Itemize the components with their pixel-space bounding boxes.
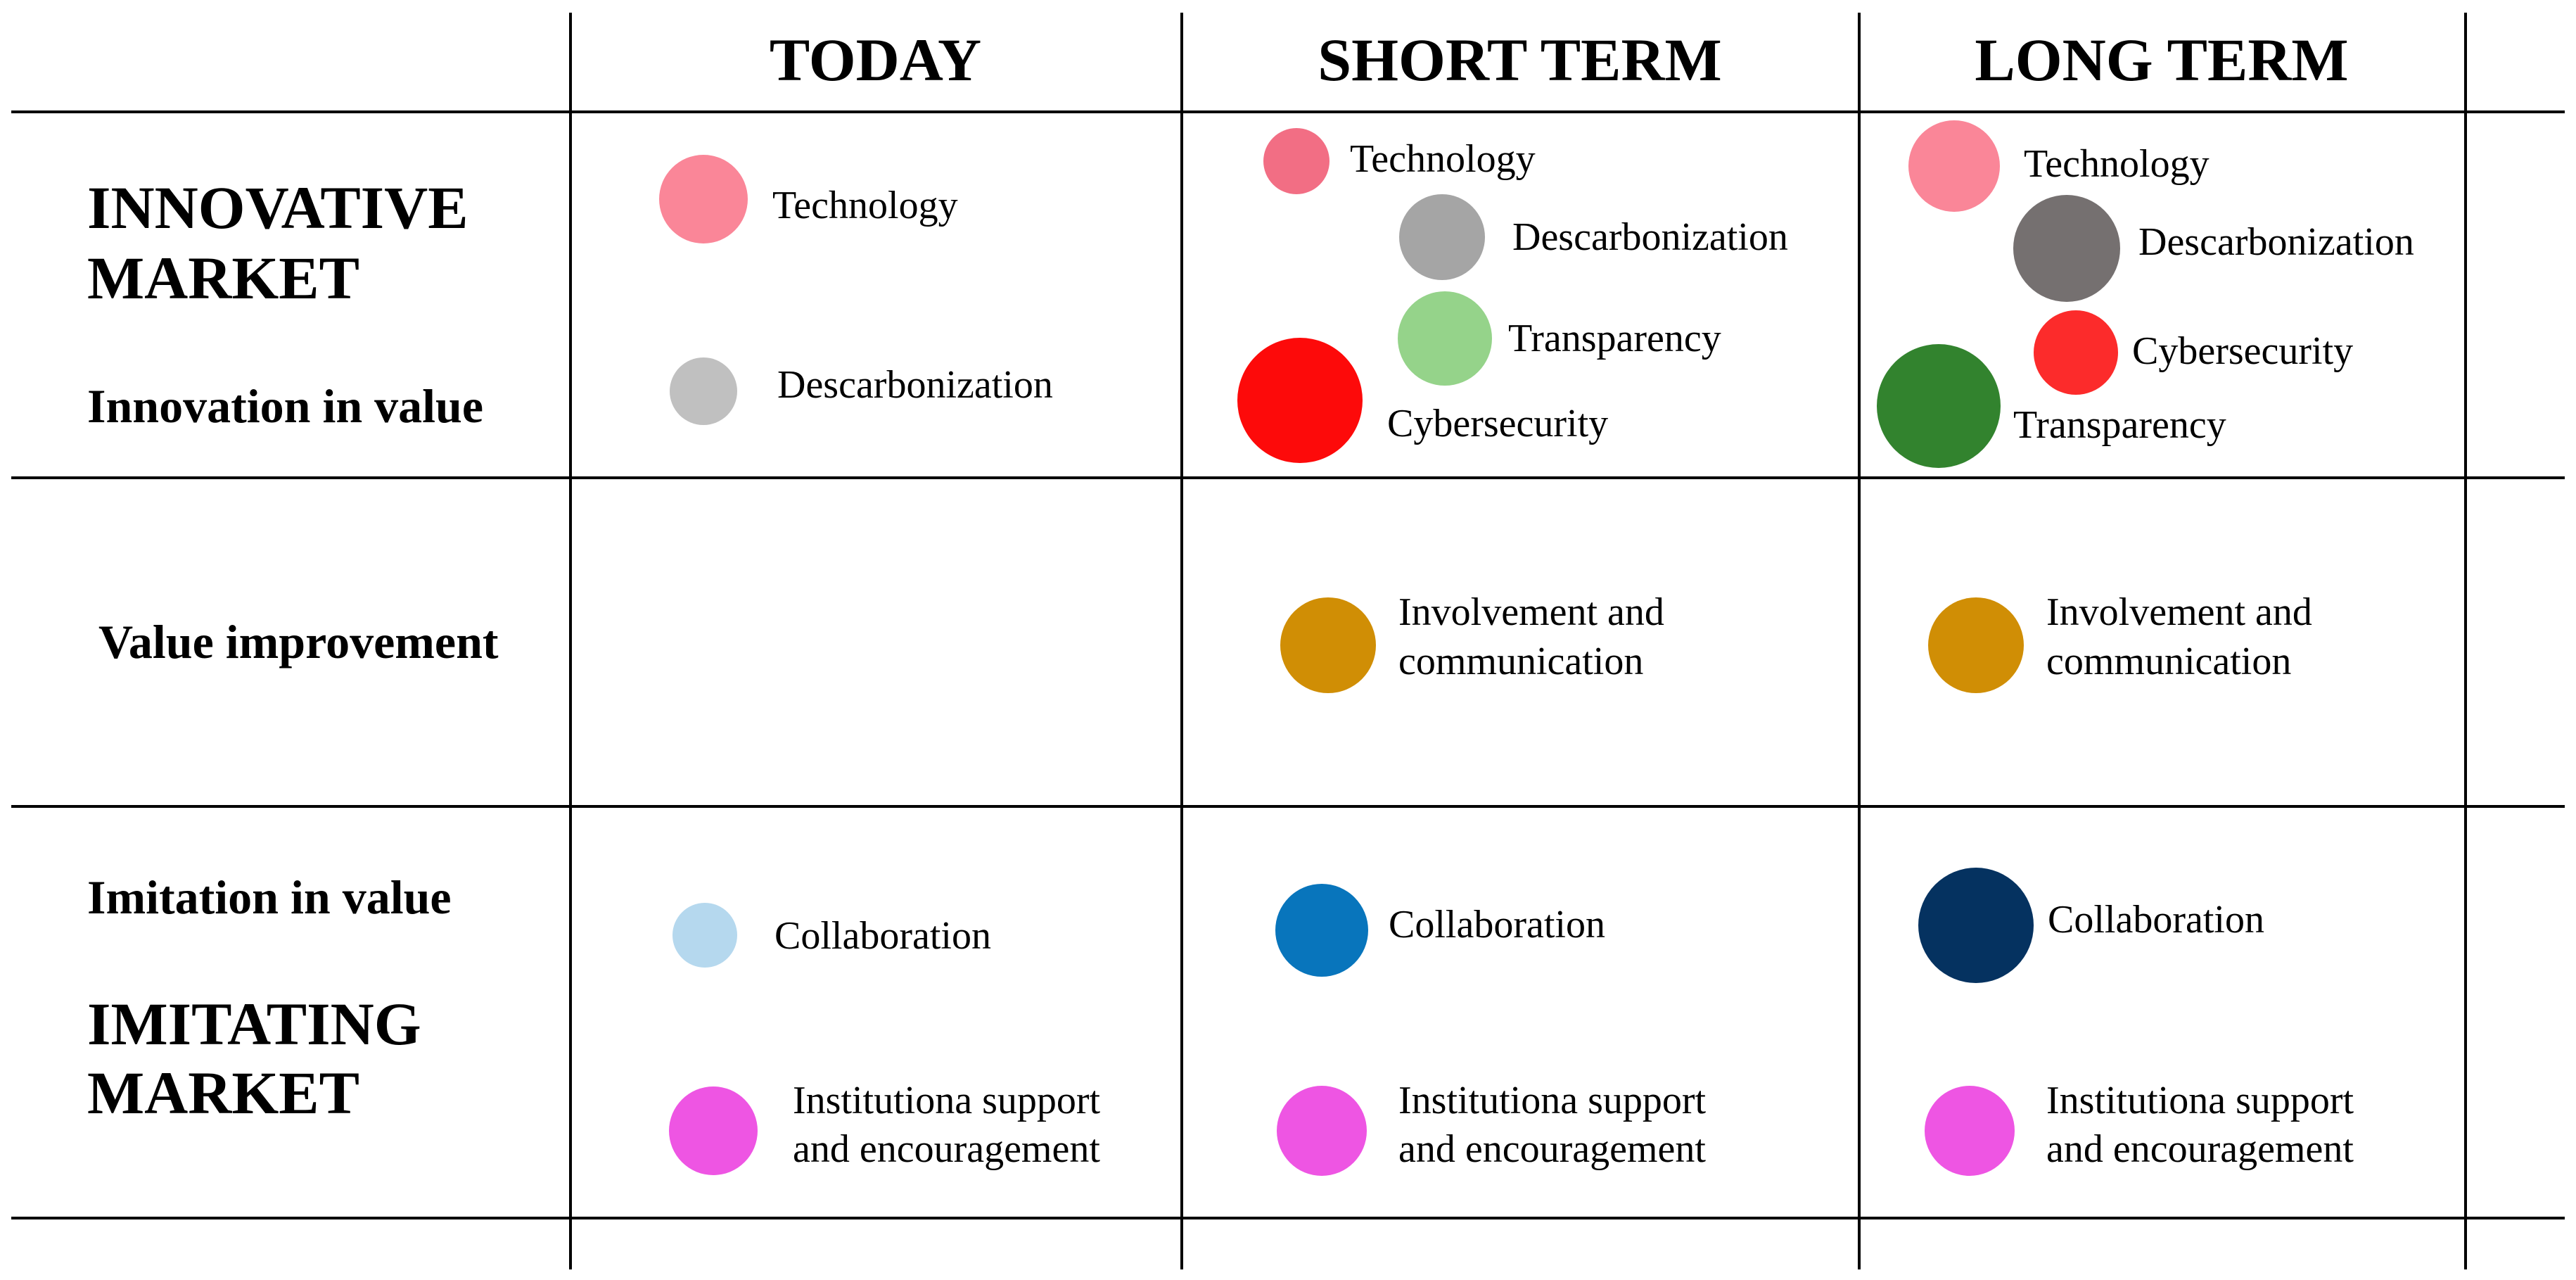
dot-long-transparency — [1877, 344, 2001, 468]
dot-short-transparency — [1398, 291, 1492, 386]
label-short-involvement-line2: communication — [1398, 640, 1644, 683]
label-long-involvement-line1: Involvement and — [2046, 590, 2312, 634]
label-short-descarbonization: Descarbonization — [1512, 215, 1788, 259]
dot-today-collaboration — [672, 903, 737, 968]
dot-short-institutional-support — [1277, 1086, 1367, 1176]
label-long-involvement-line2: communication — [2046, 640, 2292, 683]
label-long-transparency: Transparency — [2013, 403, 2226, 447]
column-divider-4 — [2464, 13, 2467, 1269]
label-short-involvement-line1: Involvement and — [1398, 590, 1664, 634]
dot-short-involvement — [1280, 597, 1376, 693]
dot-today-institutional-support — [669, 1086, 758, 1175]
label-short-collaboration: Collaboration — [1389, 903, 1605, 946]
bottom-divider — [11, 1217, 2565, 1219]
label-short-cybersecurity: Cybersecurity — [1387, 402, 1609, 445]
label-long-cybersecurity: Cybersecurity — [2132, 329, 2354, 373]
label-today-collaboration: Collaboration — [774, 914, 991, 958]
label-imitating-market-line2: MARKET — [87, 1059, 359, 1127]
dot-short-descarbonization — [1399, 194, 1485, 280]
header-long-term: LONG TERM — [1975, 26, 2349, 94]
label-today-technology: Technology — [772, 184, 958, 227]
row-divider-2 — [11, 805, 2565, 808]
header-divider — [11, 110, 2565, 113]
label-innovative-market-line1: INNOVATIVE — [87, 174, 468, 241]
column-divider-1 — [569, 13, 572, 1269]
label-imitation-in-value: Imitation in value — [87, 870, 452, 924]
dot-today-technology — [659, 155, 748, 243]
label-long-descarbonization: Descarbonization — [2138, 220, 2414, 264]
label-innovation-in-value: Innovation in value — [87, 379, 484, 433]
label-long-institutional-line1: Institutiona support — [2046, 1079, 2354, 1122]
label-short-institutional-line2: and encouragement — [1398, 1127, 1706, 1171]
dot-long-cybersecurity — [2034, 310, 2118, 395]
label-today-institutional-line2: and encouragement — [793, 1127, 1100, 1171]
label-innovative-market-line2: MARKET — [87, 244, 359, 312]
column-divider-2 — [1180, 13, 1183, 1269]
label-short-transparency: Transparency — [1508, 317, 1721, 360]
label-long-institutional-line2: and encouragement — [2046, 1127, 2354, 1171]
label-short-institutional-line1: Institutiona support — [1398, 1079, 1707, 1122]
header-short-term: SHORT TERM — [1318, 26, 1722, 94]
column-divider-3 — [1858, 13, 1861, 1269]
label-value-improvement: Value improvement — [98, 615, 499, 668]
dot-short-technology — [1263, 128, 1330, 194]
header-today: TODAY — [769, 26, 982, 94]
label-today-descarbonization: Descarbonization — [777, 363, 1053, 407]
dot-long-involvement — [1928, 597, 2024, 693]
dot-long-technology — [1908, 120, 2000, 212]
dot-long-collaboration — [1918, 868, 2034, 983]
row-divider-1 — [11, 476, 2565, 479]
dot-long-institutional-support — [1925, 1086, 2015, 1176]
label-imitating-market-line1: IMITATING — [87, 990, 421, 1058]
label-short-technology: Technology — [1350, 137, 1536, 181]
dot-long-descarbonization — [2013, 195, 2120, 302]
label-long-collaboration: Collaboration — [2048, 898, 2264, 942]
dot-short-collaboration — [1275, 884, 1368, 977]
label-today-institutional-line1: Institutiona support — [793, 1079, 1101, 1122]
dot-short-cybersecurity — [1237, 338, 1363, 463]
dot-today-descarbonization — [670, 357, 737, 425]
label-long-technology: Technology — [2024, 142, 2210, 186]
